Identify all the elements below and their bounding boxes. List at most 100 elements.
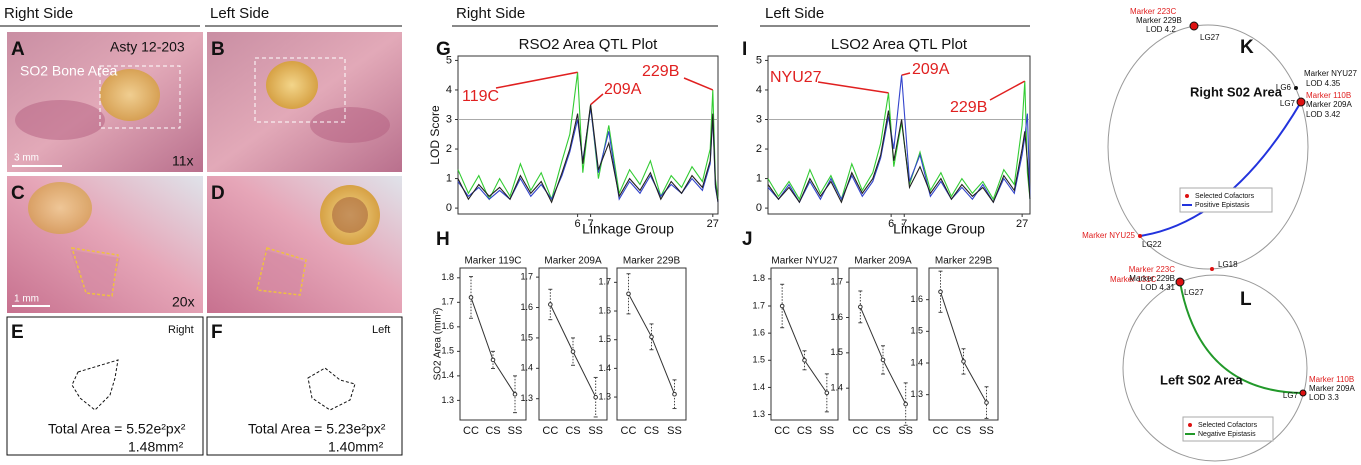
y-tick-label: 1.8 (441, 272, 454, 282)
magnification: 11x (172, 153, 194, 169)
plot-frame (848, 267, 918, 421)
photo-d (207, 176, 402, 313)
x-tick-label: CC (542, 425, 558, 437)
y-tick-label: 1.7 (520, 271, 533, 281)
annotation-pointer (590, 93, 604, 106)
mean-point (649, 334, 654, 340)
mean-point (548, 302, 553, 307)
cofactor-label: Marker 223C (1129, 265, 1175, 274)
panel-frame (6, 316, 204, 456)
area-mm: 1.40mm² (328, 439, 384, 455)
lod-trace (767, 110, 1031, 204)
mean-point (961, 359, 966, 364)
lod-trace (457, 104, 719, 204)
y-tick-label: 5 (446, 54, 452, 66)
legend (1182, 416, 1274, 442)
x-tick-label: 7 (901, 218, 907, 230)
marker-label: Marker 229B (1129, 274, 1175, 283)
chart-title: RSO2 Area QTL Plot (519, 36, 659, 53)
y-tick-label: 1.4 (520, 363, 533, 373)
y-tick-label: 4 (446, 84, 452, 96)
epistasis-link (1179, 281, 1304, 394)
y-tick-label: 1.4 (830, 383, 843, 393)
side: Right (168, 324, 194, 336)
y-tick-label: 1.5 (830, 347, 843, 357)
mean-point (512, 391, 518, 397)
y-tick-label: 1.3 (752, 409, 765, 419)
x-tick-label: 7 (588, 218, 594, 230)
panel-label: L (1240, 289, 1252, 310)
outline (307, 367, 356, 411)
lg-label: LG7 (1283, 391, 1299, 400)
panel-label: F (211, 322, 223, 343)
panel-label: D (211, 183, 225, 204)
cofactor-label: Marker 131C (1110, 275, 1156, 284)
plot-frame (457, 55, 719, 215)
x-tick-label: CS (875, 425, 890, 437)
region: SO2 Bone Area (20, 63, 118, 79)
mean-point (593, 394, 598, 400)
chart-title: LSO2 Area QTL Plot (831, 36, 968, 53)
x-tick-label: CC (774, 425, 790, 437)
annotation: 119C (462, 88, 499, 105)
mean-point (824, 390, 830, 396)
x-tick-label: CS (797, 425, 812, 437)
legend-label: Negative Epistasis (1198, 431, 1256, 438)
mean-point (858, 304, 863, 310)
y-tick-label: 1.4 (752, 382, 765, 392)
diagram-title: Left S02 Area (1160, 372, 1243, 387)
x-tick-label: SS (667, 425, 682, 437)
x-tick-label: SS (979, 425, 994, 437)
scale-bar-label: 1 mm (14, 294, 39, 305)
panel-label: J (742, 229, 753, 250)
annotation: 209A (912, 61, 950, 78)
panel-label: C (11, 183, 25, 204)
cofactor-label: Marker 110B (1309, 375, 1354, 384)
cofactor (1296, 97, 1306, 107)
chart-title: Marker 209A (854, 256, 912, 267)
plot-frame (616, 267, 687, 421)
y-tick-label: 1.5 (752, 355, 765, 365)
marker-label: Marker 209A (1306, 100, 1352, 109)
plot-frame (459, 267, 527, 421)
x-tick-label: CC (933, 425, 949, 437)
chart-title: Marker 229B (935, 256, 993, 267)
x-tick-label: CS (565, 425, 580, 437)
total-area: Total Area = 5.52e²px² (48, 421, 186, 437)
lod-label: LOD 4.35 (1306, 79, 1341, 88)
y-tick-label: 1.4 (441, 370, 454, 380)
y-tick-label: 5 (756, 54, 762, 66)
diagram-title: Right S02 Area (1190, 84, 1283, 99)
header: Left Side (210, 5, 269, 22)
chart-title: Marker 119C (464, 256, 521, 267)
y-tick-label: 1.3 (520, 393, 533, 403)
y-tick-label: 3 (446, 113, 452, 125)
marker-dot (1294, 86, 1298, 90)
strain: Asty 12-203 (110, 39, 185, 55)
scale-bar-label: 3 mm (14, 153, 39, 164)
lod-trace (767, 75, 1031, 204)
x-tick-label: CC (463, 425, 479, 437)
annotation: 209A (604, 81, 642, 98)
y-tick-label: 0 (756, 202, 762, 214)
lg-label: LG6 (1276, 83, 1292, 92)
x-tick-label: SS (819, 425, 834, 437)
header: Left Side (765, 5, 824, 22)
y-tick-label: 1.6 (752, 328, 765, 338)
y-tick-label: 1.5 (910, 326, 923, 336)
y-tick-label: 4 (756, 84, 762, 96)
mean-point (903, 401, 908, 407)
annotation: 229B (642, 63, 679, 80)
x-axis-label: Linkage Group (893, 221, 985, 237)
annotation-pointer (817, 81, 889, 94)
lod-label: LOD 4.2 (1146, 25, 1176, 34)
mean-line (781, 305, 828, 394)
annotation-pointer (495, 71, 578, 89)
x-tick-label: 6 (575, 218, 581, 230)
mean-point (984, 400, 989, 405)
y-tick-label: 1.6 (830, 312, 843, 322)
legend-swatch (1185, 194, 1189, 198)
mean-point (880, 357, 886, 363)
mean-line (940, 291, 987, 403)
